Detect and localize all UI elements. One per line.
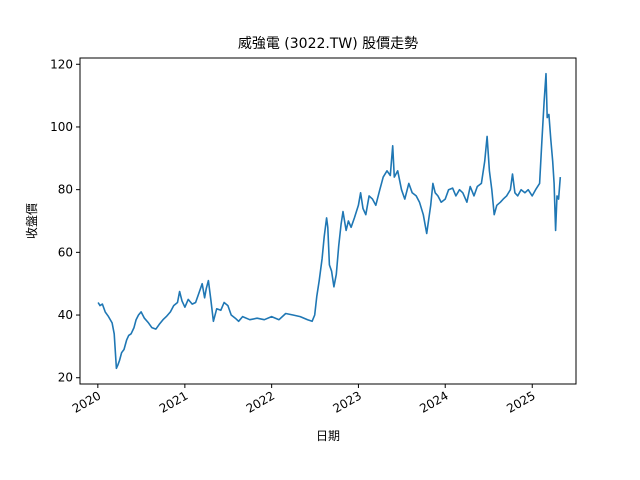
y-tick-label: 100 — [50, 120, 73, 134]
y-tick-label: 40 — [58, 308, 73, 322]
chart-title: 威強電 (3022.TW) 股價走勢 — [238, 35, 418, 52]
y-axis-label: 收盤價 — [25, 203, 39, 239]
y-tick-label: 20 — [58, 371, 73, 385]
y-tick-label: 80 — [58, 183, 73, 197]
plot-area — [80, 58, 576, 384]
price-line — [97, 72, 562, 370]
y-axis-ticks: 20 40 60 80 100 120 — [50, 57, 80, 385]
x-axis-label: 日期 — [316, 429, 340, 443]
y-tick-label: 120 — [50, 57, 73, 71]
y-tick-label: 60 — [58, 245, 73, 259]
plot-frame — [79, 57, 577, 385]
series-layer — [97, 72, 562, 370]
